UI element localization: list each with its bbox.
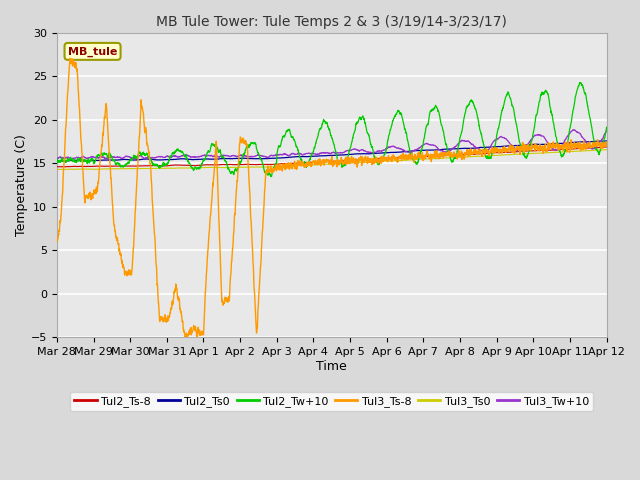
Legend: Tul2_Ts-8, Tul2_Ts0, Tul2_Tw+10, Tul3_Ts-8, Tul3_Ts0, Tul3_Tw+10: Tul2_Ts-8, Tul2_Ts0, Tul2_Tw+10, Tul3_Ts… xyxy=(70,392,593,411)
Y-axis label: Temperature (C): Temperature (C) xyxy=(15,134,28,236)
Title: MB Tule Tower: Tule Temps 2 & 3 (3/19/14-3/23/17): MB Tule Tower: Tule Temps 2 & 3 (3/19/14… xyxy=(156,15,507,29)
X-axis label: Time: Time xyxy=(316,360,347,373)
Text: MB_tule: MB_tule xyxy=(68,46,117,57)
